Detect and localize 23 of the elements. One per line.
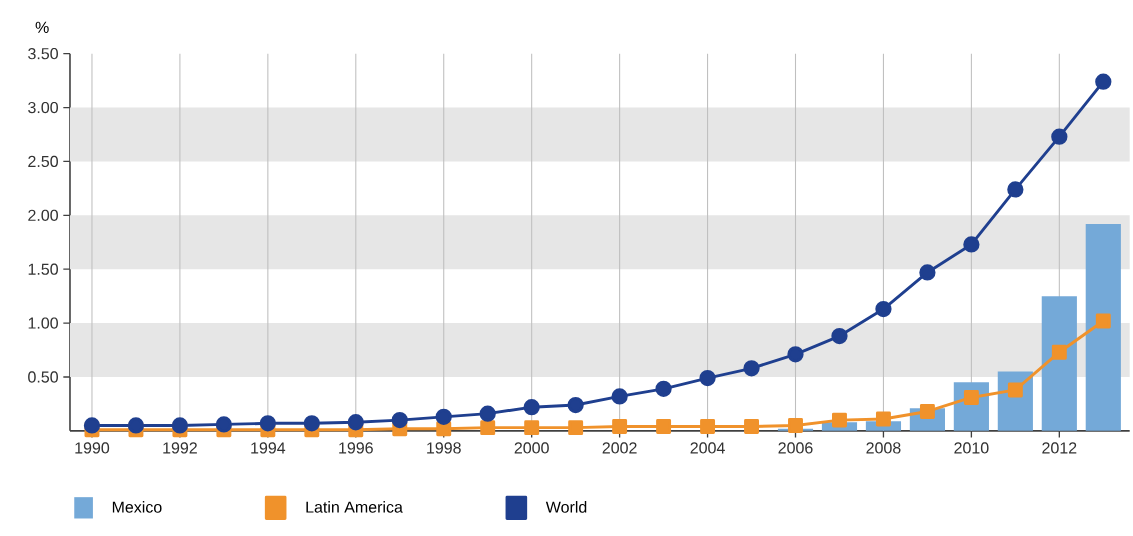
x-tick-label: 2002 bbox=[602, 442, 637, 454]
x-tick-label: 1990 bbox=[75, 442, 110, 454]
x-tick-label: 2008 bbox=[866, 442, 901, 454]
x-tick-label: 2000 bbox=[514, 442, 549, 454]
y-tick-label: 1.00 bbox=[28, 317, 58, 329]
x-tick-label: 1992 bbox=[163, 442, 197, 454]
x-tick-label: 1994 bbox=[251, 442, 286, 454]
y-tick-label: 1.50 bbox=[28, 263, 58, 275]
legend-label: Latin America bbox=[306, 501, 403, 513]
y-tick-label: 3.50 bbox=[28, 48, 58, 60]
y-tick-label: 0.50 bbox=[28, 371, 58, 383]
y-tick-label: 3.00 bbox=[28, 101, 58, 114]
x-tick-label: 2004 bbox=[690, 442, 725, 454]
y-tick-label: 2.00 bbox=[28, 209, 58, 222]
x-tick-label: 2012 bbox=[1042, 442, 1077, 454]
x-tick-label: 1996 bbox=[339, 442, 373, 454]
y-axis-title: % bbox=[35, 21, 49, 34]
legend-label: World bbox=[545, 501, 587, 513]
x-tick-label: 1998 bbox=[427, 442, 461, 454]
legend-label: Mexico bbox=[112, 501, 162, 513]
x-tick-label: 2006 bbox=[778, 442, 813, 454]
x-tick-label: 2010 bbox=[954, 442, 989, 454]
y-tick-label: 2.50 bbox=[28, 155, 58, 168]
